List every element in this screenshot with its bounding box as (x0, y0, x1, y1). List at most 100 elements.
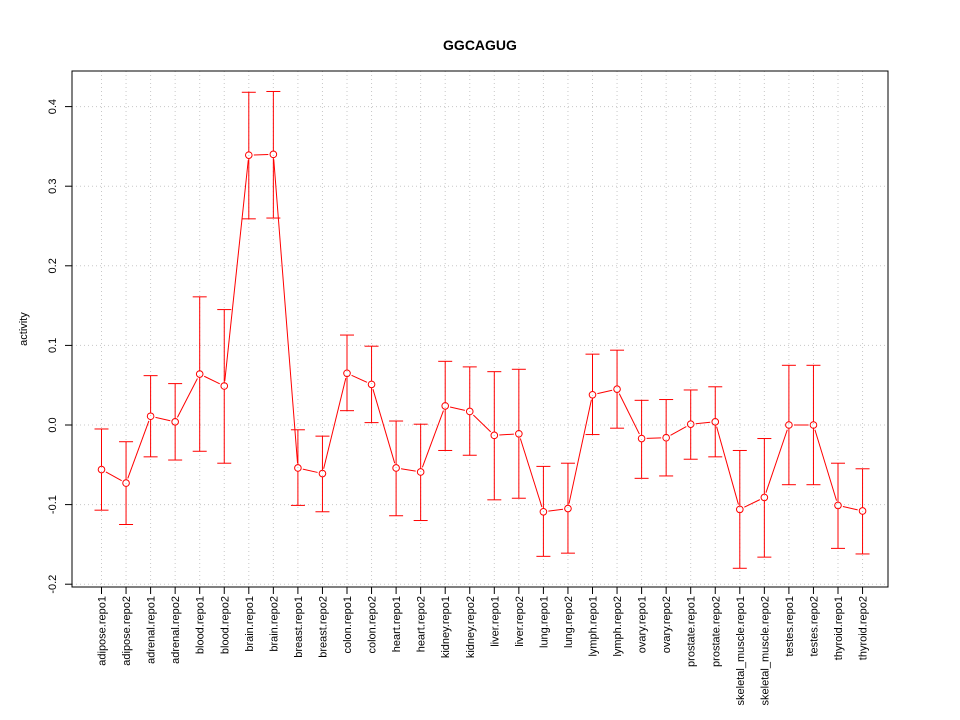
data-point (318, 469, 327, 478)
series-line-segment (155, 416, 171, 422)
x-tick-label: adrenal.repo2 (170, 596, 182, 664)
x-tick-label: heart.repo2 (416, 596, 428, 652)
data-point (613, 385, 621, 393)
data-point (441, 402, 450, 410)
series-line-segment (203, 375, 220, 385)
x-tick-label: liver.repo1 (489, 596, 501, 647)
data-point (809, 421, 818, 429)
x-tick-label: ovary.repo1 (637, 596, 649, 653)
data-point (490, 431, 499, 440)
data-point (416, 468, 425, 476)
series-line-segment (597, 389, 613, 395)
data-point (146, 412, 155, 421)
data-point (515, 429, 523, 438)
data-point (637, 434, 646, 443)
x-tick-label: thyroid.repo2 (858, 596, 870, 660)
series-line-segment (842, 506, 858, 511)
series-line-segment (372, 389, 396, 464)
series-line-segment (744, 499, 761, 508)
x-axis: adipose.repo1 adipose.repo2 adrenal.repo1 a… (97, 587, 870, 705)
data-point (465, 407, 474, 416)
data-point (245, 151, 253, 159)
x-tick-label: adipose.repo2 (121, 596, 133, 666)
x-tick-label: brain.repo1 (244, 596, 256, 652)
x-tick-label: skeletal_muscle.repo2 (759, 596, 771, 705)
y-tick-label: -0.2 (47, 575, 59, 594)
series-line-segment (499, 433, 514, 436)
y-axis: -0.2 -0.1 0.0 0.1 0.2 0.3 0.4 (47, 99, 72, 594)
x-tick-label: thyroid.repo1 (833, 596, 845, 660)
data-point (294, 464, 302, 472)
series-line-segment (519, 438, 543, 508)
data-point (564, 504, 572, 513)
data-point (588, 390, 597, 399)
chart-title: GGCAGUG (443, 37, 517, 53)
x-tick-label: ovary.repo2 (661, 596, 673, 653)
data-point (711, 418, 720, 426)
series-line-segment (548, 508, 564, 512)
x-tick-label: testes.repo2 (808, 596, 820, 657)
x-tick-label: brain.repo2 (268, 596, 280, 652)
series-line-segment (568, 399, 592, 504)
grid-layer (72, 71, 888, 587)
data-point (367, 380, 376, 389)
x-tick-label: kidney.repo1 (440, 596, 452, 658)
y-tick-label: 0.1 (47, 338, 59, 353)
x-tick-label: colon.repo1 (342, 596, 354, 654)
x-tick-label: lymph.repo1 (588, 596, 600, 657)
data-point (662, 433, 670, 442)
data-point (97, 465, 106, 474)
data-point (858, 507, 867, 515)
series-line-segment (765, 429, 788, 493)
data-point (686, 420, 695, 429)
data-point (195, 370, 204, 378)
data-point (736, 505, 744, 514)
data-point (220, 382, 229, 390)
series-line-group (105, 154, 858, 512)
x-tick-label: lung.repo1 (538, 596, 550, 648)
data-point (760, 493, 769, 502)
x-tick-label: prostate.repo1 (686, 596, 698, 667)
x-tick-label: colon.repo2 (367, 596, 379, 654)
data-point (171, 418, 179, 426)
x-tick-label: blood.repo2 (219, 596, 231, 654)
series-line-segment (421, 410, 444, 468)
series-line-segment (302, 468, 318, 473)
x-tick-label: heart.repo1 (391, 596, 403, 652)
x-tick-label: lymph.repo2 (612, 596, 624, 657)
x-tick-label: kidney.repo2 (465, 596, 477, 658)
series-line-segment (273, 159, 299, 464)
x-tick-label: blood.repo1 (195, 596, 207, 654)
y-tick-label: 0.3 (47, 179, 59, 194)
y-tick-label: -0.1 (47, 495, 59, 514)
y-tick-label: 0.4 (47, 99, 59, 114)
data-point (834, 501, 842, 510)
x-tick-label: prostate.repo2 (710, 596, 722, 667)
error-bars (94, 90, 870, 569)
series-line-segment (323, 377, 347, 469)
data-point (539, 507, 548, 516)
series-line-segment (670, 426, 687, 436)
x-tick-label: breast.repo1 (293, 596, 305, 658)
series-line-segment (224, 160, 249, 382)
x-tick-label: lung.repo2 (563, 596, 575, 648)
data-point (122, 479, 130, 487)
series-line-segment (127, 420, 150, 479)
x-tick-label: breast.repo2 (317, 596, 329, 658)
series-line-segment (105, 471, 122, 482)
data-point (785, 421, 793, 429)
data-points (97, 150, 867, 516)
series-line-segment (472, 414, 492, 433)
data-point (269, 150, 278, 159)
data-point (392, 464, 400, 472)
y-tick-label: 0.2 (47, 258, 59, 273)
y-tick-label: 0.0 (47, 417, 59, 432)
x-tick-label: skeletal_muscle.repo1 (735, 596, 747, 705)
x-tick-label: adrenal.repo1 (146, 596, 158, 664)
series-line-segment (716, 426, 739, 505)
x-tick-label: liver.repo2 (514, 596, 526, 647)
data-point (343, 369, 351, 378)
series-line-segment (618, 393, 640, 435)
series-line-segment (449, 406, 465, 411)
